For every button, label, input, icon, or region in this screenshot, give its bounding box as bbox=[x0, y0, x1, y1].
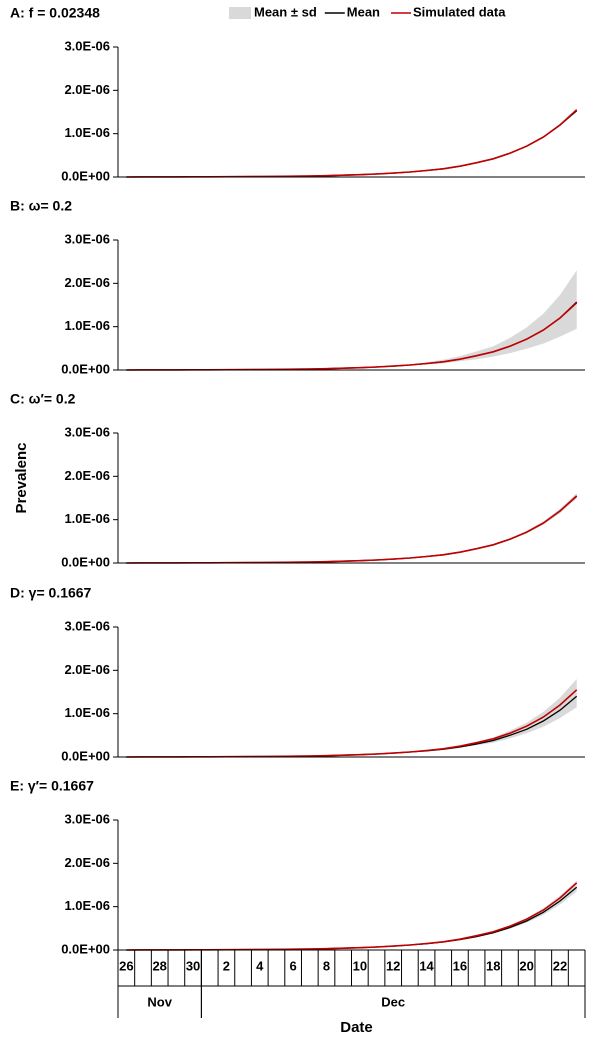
group-label: Dec bbox=[381, 994, 405, 1009]
x-tick-label: 14 bbox=[419, 958, 434, 973]
legend-label: Simulated data bbox=[413, 4, 506, 19]
panel-title: B: ω= 0.2 bbox=[10, 198, 72, 214]
x-tick-label: 6 bbox=[290, 958, 297, 973]
y-tick-label: 3.0E-06 bbox=[64, 231, 110, 246]
sd-band bbox=[126, 493, 577, 563]
x-tick-label: 22 bbox=[553, 958, 567, 973]
series-line bbox=[126, 110, 578, 178]
series-line bbox=[126, 695, 578, 758]
y-tick-label: 3.0E-06 bbox=[64, 38, 110, 53]
group-label: Nov bbox=[147, 994, 172, 1009]
legend-label: Mean bbox=[347, 4, 380, 19]
y-tick-label: 2.0E-06 bbox=[64, 82, 110, 97]
x-tick-label: 20 bbox=[519, 958, 533, 973]
x-tick-label: 26 bbox=[119, 958, 133, 973]
series-line bbox=[126, 886, 578, 951]
x-tick-label: 8 bbox=[323, 958, 330, 973]
panel-title: D: γ= 0.1667 bbox=[10, 585, 92, 601]
y-tick-label: 2.0E-06 bbox=[64, 468, 110, 483]
panel-title: C: ω′= 0.2 bbox=[10, 391, 76, 407]
y-tick-label: 2.0E-06 bbox=[64, 275, 110, 290]
x-tick-label: 28 bbox=[152, 958, 166, 973]
y-tick-label: 3.0E-06 bbox=[64, 811, 110, 826]
y-tick-label: 3.0E-06 bbox=[64, 424, 110, 439]
x-tick-label: 30 bbox=[186, 958, 200, 973]
y-tick-label: 2.0E-06 bbox=[64, 855, 110, 870]
y-tick-label: 1.0E-06 bbox=[64, 125, 110, 140]
y-tick-label: 0.0E+00 bbox=[61, 748, 110, 763]
legend-swatch bbox=[229, 7, 251, 19]
panel-title: A: f = 0.02348 bbox=[10, 5, 100, 21]
sd-band bbox=[126, 108, 577, 177]
x-tick-label: 4 bbox=[256, 958, 264, 973]
panel-title: E: γ′= 0.1667 bbox=[10, 778, 94, 794]
y-axis-label: Prevalenc bbox=[13, 443, 30, 514]
y-tick-label: 0.0E+00 bbox=[61, 554, 110, 569]
sd-band bbox=[126, 679, 577, 757]
y-tick-label: 3.0E-06 bbox=[64, 618, 110, 633]
y-tick-label: 1.0E-06 bbox=[64, 705, 110, 720]
series-line bbox=[126, 689, 578, 758]
series-line bbox=[126, 882, 578, 951]
sd-band bbox=[126, 270, 577, 370]
y-tick-label: 1.0E-06 bbox=[64, 898, 110, 913]
series-line bbox=[126, 495, 578, 564]
y-tick-label: 2.0E-06 bbox=[64, 662, 110, 677]
y-tick-label: 0.0E+00 bbox=[61, 941, 110, 956]
x-tick-label: 12 bbox=[386, 958, 400, 973]
legend-label: Mean ± sd bbox=[254, 4, 317, 19]
x-tick-label: 16 bbox=[453, 958, 467, 973]
y-tick-label: 0.0E+00 bbox=[61, 168, 110, 183]
x-axis-label: Date bbox=[340, 1019, 373, 1036]
y-tick-label: 1.0E-06 bbox=[64, 511, 110, 526]
y-tick-label: 1.0E-06 bbox=[64, 318, 110, 333]
series-line bbox=[126, 302, 578, 371]
series-line bbox=[126, 109, 578, 178]
x-tick-label: 10 bbox=[353, 958, 367, 973]
sd-band bbox=[126, 880, 577, 950]
x-tick-label: 2 bbox=[223, 958, 230, 973]
series-line bbox=[126, 495, 578, 564]
x-tick-label: 18 bbox=[486, 958, 500, 973]
series-line bbox=[126, 301, 578, 371]
y-tick-label: 0.0E+00 bbox=[61, 361, 110, 376]
